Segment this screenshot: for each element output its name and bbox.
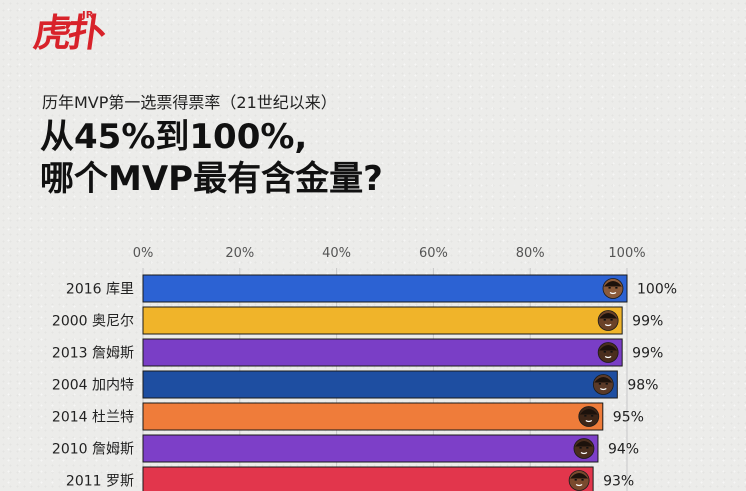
category-label: 2011 罗斯 xyxy=(66,474,134,490)
bar xyxy=(142,434,599,463)
category-label: 2004 加内特 xyxy=(52,378,134,394)
hupu-logo: 虎扑 JR xyxy=(31,8,114,66)
title-line-1: 从45%到100%, xyxy=(40,117,308,157)
avatar-eye xyxy=(605,383,608,385)
x-tick-label: 80% xyxy=(516,246,545,261)
avatar-eye xyxy=(574,479,577,481)
x-tick-label: 40% xyxy=(322,246,351,261)
bar xyxy=(142,306,623,335)
category-label: 2000 奥尼尔 xyxy=(52,313,134,330)
value-label: 95% xyxy=(613,410,644,426)
category-label: 2013 詹姆斯 xyxy=(52,346,134,362)
category-label: 2014 杜兰特 xyxy=(52,410,134,426)
value-label: 100% xyxy=(637,282,677,298)
avatar-mouth xyxy=(585,419,593,423)
avatar-eye xyxy=(581,479,584,481)
avatar-eye xyxy=(610,351,613,353)
category-label: 2016 库里 xyxy=(66,282,134,298)
value-label: 94% xyxy=(608,442,639,458)
bar xyxy=(142,402,604,431)
bar xyxy=(142,466,594,491)
chart-title: 从45%到100%, 哪个MVP最有含金量? xyxy=(40,116,383,200)
category-label: 2010 詹姆斯 xyxy=(52,442,134,458)
value-label: 99% xyxy=(632,346,663,362)
chart-subtitle: 历年MVP第一选票得票率（21世纪以来） xyxy=(42,93,337,112)
avatar-eye xyxy=(591,415,594,417)
bar xyxy=(142,370,618,399)
avatar-mouth xyxy=(580,451,588,455)
avatar-mouth xyxy=(599,387,607,391)
value-label: 93% xyxy=(603,474,634,490)
avatar-eye xyxy=(608,287,611,289)
avatar-eye xyxy=(603,351,606,353)
bar xyxy=(142,274,628,303)
avatar-hair xyxy=(570,473,589,479)
avatar-hair xyxy=(594,377,613,383)
avatar-eye xyxy=(579,447,582,449)
avatar-hair xyxy=(579,409,598,415)
avatar-hair xyxy=(599,345,618,351)
x-tick-label: 0% xyxy=(133,246,154,261)
logo-tag: JR xyxy=(82,10,94,21)
avatar-eye xyxy=(598,383,602,385)
x-tick-label: 100% xyxy=(608,246,645,261)
avatar-eye xyxy=(586,447,589,449)
avatar-hair xyxy=(599,313,618,319)
x-tick-label: 60% xyxy=(419,246,448,261)
avatar-eye xyxy=(615,287,618,289)
x-tick-label: 20% xyxy=(225,246,254,261)
avatar-mouth xyxy=(609,291,617,295)
avatar-mouth xyxy=(575,483,583,487)
avatar-mouth xyxy=(604,355,612,359)
bar xyxy=(142,338,623,367)
avatar-eye xyxy=(584,415,587,417)
avatar-eye xyxy=(603,319,606,321)
title-line-2: 哪个MVP最有含金量? xyxy=(40,159,383,199)
avatar-eye xyxy=(610,319,613,321)
avatar-mouth xyxy=(604,323,612,327)
avatar-hair xyxy=(574,441,593,447)
avatar-hair xyxy=(604,281,622,287)
value-label: 98% xyxy=(627,378,658,394)
value-label: 99% xyxy=(632,314,663,330)
